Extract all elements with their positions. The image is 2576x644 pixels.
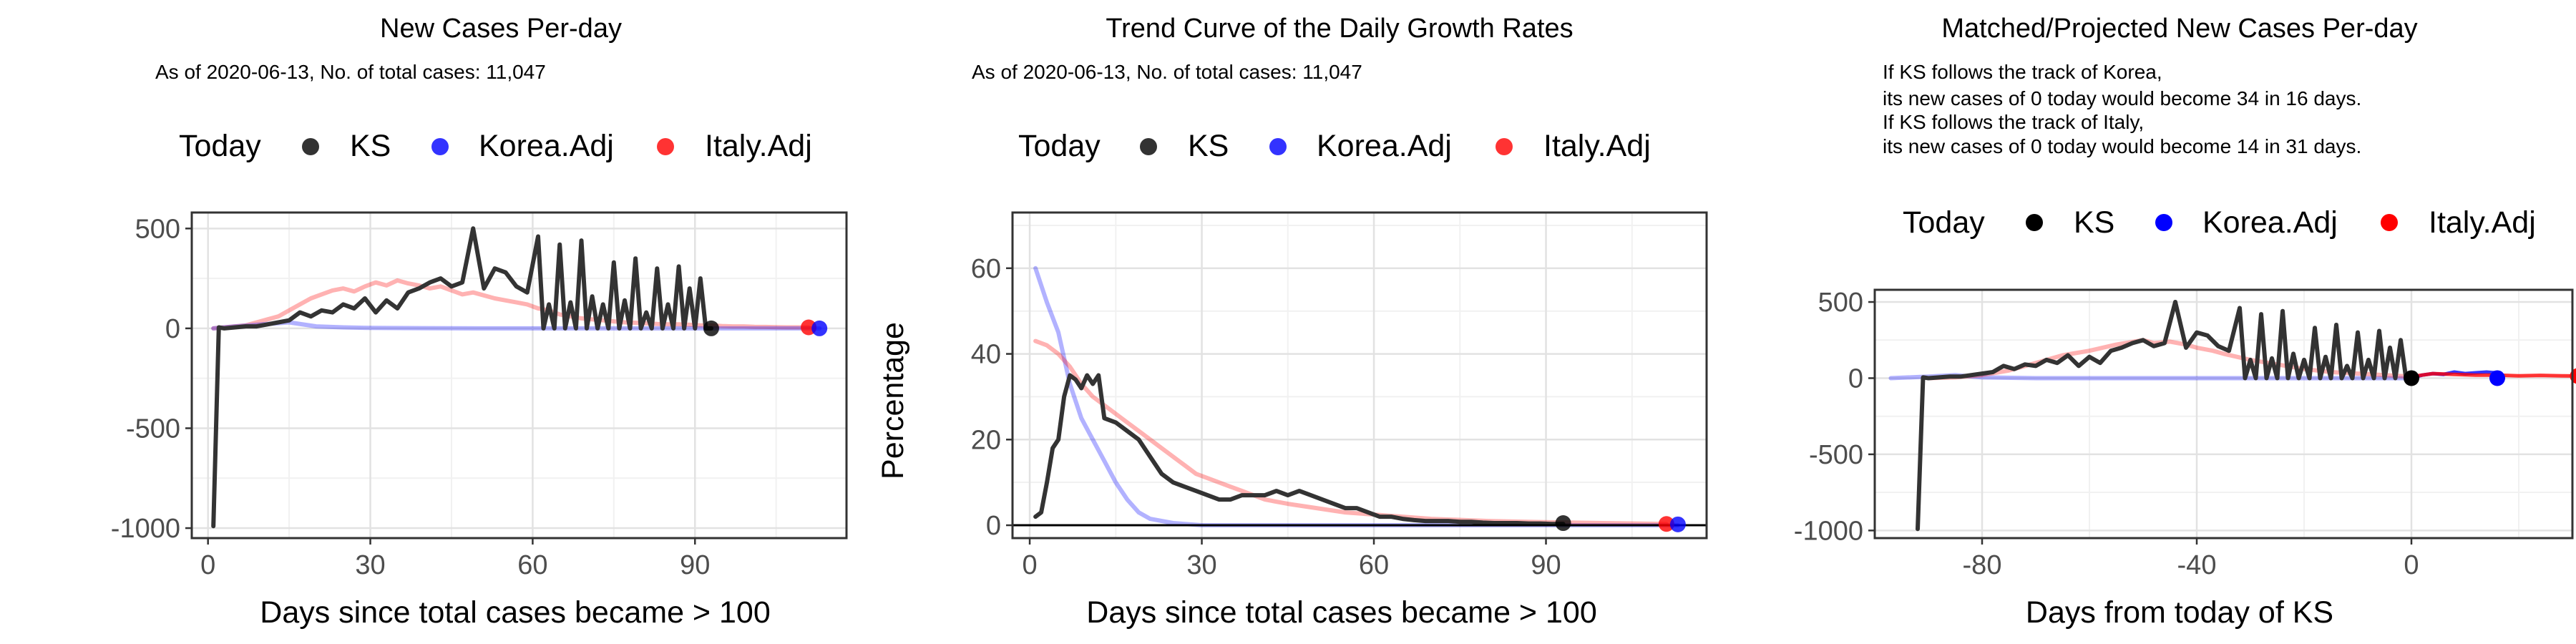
series-layer bbox=[1888, 300, 2572, 532]
plot-border bbox=[1873, 288, 2574, 540]
series-line-italy-adj bbox=[211, 278, 811, 331]
x-axis-label: Days since total cases became > 100 bbox=[260, 595, 770, 630]
x-tick-label: 90 bbox=[1531, 550, 1561, 580]
y-tick-label: -500 bbox=[126, 414, 180, 444]
y-tick-label: 20 bbox=[971, 425, 1001, 455]
y-axis-label: Percentage bbox=[876, 322, 910, 479]
legend: Today KS Korea.Adj Italy.Adj bbox=[1903, 205, 2536, 240]
today-point-ks bbox=[1555, 515, 1571, 532]
x-tick-label: 90 bbox=[680, 550, 710, 580]
plot-area: 0 30 60 90 -1000 -500 0 500 bbox=[111, 211, 848, 580]
x-axis-label: Days from today of KS bbox=[2026, 595, 2333, 630]
legend-label-korea: Korea.Adj bbox=[1317, 129, 1452, 163]
x-tick-label: 0 bbox=[2404, 550, 2419, 580]
y-tick-label: -500 bbox=[1809, 440, 1863, 470]
subtitle-line-2: its new cases of 0 today would become 34… bbox=[1883, 87, 2361, 109]
legend-marker-italy bbox=[1496, 138, 1513, 155]
today-point-ks bbox=[703, 320, 719, 336]
today-point-korea-adj bbox=[2489, 370, 2505, 386]
legend-title: Today bbox=[179, 129, 261, 163]
x-tick-label: 0 bbox=[200, 550, 215, 580]
legend-label-italy: Italy.Adj bbox=[1543, 129, 1651, 163]
plot-area: 0 30 60 90 0 20 40 60 bbox=[971, 211, 1708, 580]
legend-label-ks: KS bbox=[2074, 205, 2114, 240]
y-tick-label: 60 bbox=[971, 254, 1001, 284]
y-tick-label: 0 bbox=[986, 511, 1001, 541]
legend-marker-italy bbox=[657, 138, 674, 155]
y-tick-label: -1000 bbox=[1794, 516, 1863, 546]
legend-label-italy: Italy.Adj bbox=[705, 129, 812, 163]
chart-subtitle: As of 2020-06-13, No. of total cases: 11… bbox=[155, 61, 546, 83]
legend: Today KS Korea.Adj Italy.Adj bbox=[1018, 129, 1651, 163]
today-point-italy-adj bbox=[1658, 516, 1674, 532]
chart-subtitle: As of 2020-06-13, No. of total cases: 11… bbox=[972, 61, 1362, 83]
legend: Today KS Korea.Adj Italy.Adj bbox=[179, 129, 812, 163]
legend-marker-ks bbox=[302, 138, 319, 155]
x-axis-label: Days since total cases became > 100 bbox=[1086, 595, 1596, 630]
y-tick-label: -1000 bbox=[111, 514, 180, 544]
x-tick-label: 0 bbox=[1022, 550, 1037, 580]
x-tick-label: 30 bbox=[355, 550, 385, 580]
subtitle-line-3: If KS follows the track of Italy, bbox=[1883, 111, 2144, 133]
legend-marker-italy bbox=[2381, 214, 2398, 231]
plot-border bbox=[190, 211, 848, 540]
x-tick-label: 60 bbox=[1359, 550, 1389, 580]
legend-title: Today bbox=[1903, 205, 1985, 240]
panel-new-cases: New Cases Per-day As of 2020-06-13, No. … bbox=[111, 14, 848, 630]
x-tick-label: 60 bbox=[517, 550, 547, 580]
series-line-ks bbox=[211, 226, 713, 529]
legend-marker-ks bbox=[1140, 138, 1157, 155]
x-tick-label: -80 bbox=[1963, 550, 2002, 580]
panel-projected: Matched/Projected New Cases Per-day If K… bbox=[1794, 14, 2576, 630]
y-tick-label: 0 bbox=[165, 314, 180, 344]
panel-growth-rates: Trend Curve of the Daily Growth Rates As… bbox=[876, 14, 1708, 630]
y-tick-label: 500 bbox=[135, 214, 180, 244]
y-tick-label: 0 bbox=[1848, 364, 1863, 394]
legend-label-ks: KS bbox=[350, 129, 391, 163]
today-point-ks bbox=[2404, 370, 2419, 386]
plot-area: -80 -40 0 -1000 -500 0 500 bbox=[1794, 288, 2576, 580]
today-point-korea-adj bbox=[811, 320, 828, 336]
chart-title: Trend Curve of the Daily Growth Rates bbox=[1106, 14, 1573, 44]
subtitle-line-1: If KS follows the track of Korea, bbox=[1883, 61, 2162, 83]
series-line-ks bbox=[1916, 300, 2414, 532]
legend-label-korea: Korea.Adj bbox=[2202, 205, 2338, 240]
chart-title: Matched/Projected New Cases Per-day bbox=[1941, 14, 2417, 44]
legend-marker-korea bbox=[1269, 138, 1287, 155]
y-tick-label: 500 bbox=[1818, 288, 1863, 318]
subtitle-line-4: its new cases of 0 today would become 14… bbox=[1883, 135, 2361, 157]
legend-marker-korea bbox=[2155, 214, 2172, 231]
legend-label-ks: KS bbox=[1188, 129, 1229, 163]
x-tick-label: 30 bbox=[1186, 550, 1216, 580]
series-line-ks bbox=[1033, 373, 1566, 527]
legend-marker-korea bbox=[431, 138, 449, 155]
y-tick-label: 40 bbox=[971, 340, 1001, 370]
series-layer bbox=[211, 226, 822, 529]
plot-border bbox=[1011, 211, 1708, 540]
legend-label-italy: Italy.Adj bbox=[2429, 205, 2536, 240]
chart-title: New Cases Per-day bbox=[380, 14, 622, 44]
legend-marker-ks bbox=[2026, 214, 2043, 231]
x-tick-label: -40 bbox=[2177, 550, 2217, 580]
legend-label-korea: Korea.Adj bbox=[479, 129, 614, 163]
today-point-korea-adj bbox=[1669, 516, 1686, 532]
legend-title: Today bbox=[1018, 129, 1101, 163]
